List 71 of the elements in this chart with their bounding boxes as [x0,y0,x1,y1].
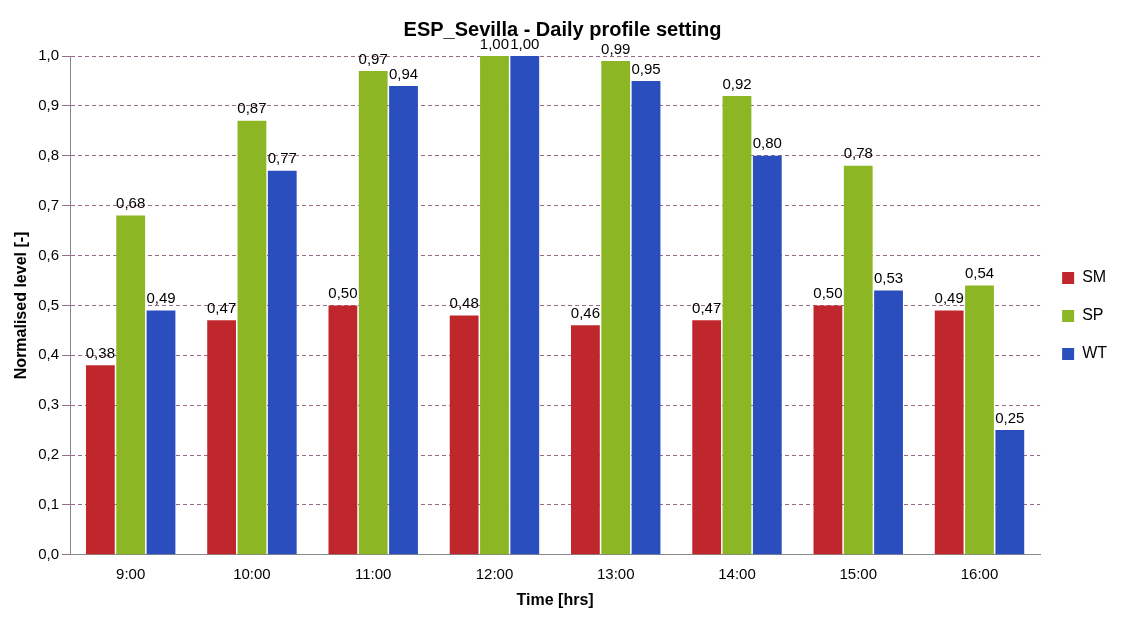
chart-title: ESP_Sevilla - Daily profile setting [403,17,722,40]
bar [328,305,358,555]
bar [571,325,600,555]
data-label: 0,50 [813,284,843,302]
y-tick-label: 0,1 [38,495,60,513]
data-label: 0,80 [752,134,782,152]
y-tick-label: 0,8 [38,145,60,163]
x-tick-label: 11:00 [354,564,392,582]
bar [146,310,176,555]
bar [358,70,388,555]
bar [995,430,1025,555]
legend-label: SM [1082,268,1107,286]
data-label: 0,92 [722,74,752,92]
y-tick-label: 0,2 [38,445,60,463]
bar [692,320,722,555]
y-tick-label: 0,6 [38,245,60,263]
y-tick-label: 0,4 [38,345,60,363]
data-label: 0,87 [237,99,267,117]
data-label: 0,25 [995,408,1025,426]
bar [965,285,994,555]
y-tick-label: 0,0 [38,544,60,562]
bar [449,315,479,555]
bar [510,56,540,555]
y-tick-label: 1,0 [38,46,60,64]
legend-label: SP [1082,306,1104,324]
data-label: 0,53 [873,269,904,287]
data-label: 0,68 [116,194,146,212]
data-label: 0,47 [207,299,237,316]
y-tick-label: 0,9 [38,96,60,114]
data-label: 0,38 [85,343,115,361]
y-axis-title: Normalised level [-] [12,231,30,380]
data-label: 0,78 [843,144,873,162]
bar [601,60,631,555]
y-tick-label: 0,7 [38,195,60,213]
x-tick-label: 12:00 [475,564,514,582]
data-label: 0,97 [358,49,388,67]
x-tick-label: 9:00 [116,564,146,582]
bar [480,56,509,555]
bar [237,120,267,555]
data-label: 0,46 [570,303,600,321]
bar [267,170,297,555]
bar [843,165,873,555]
bar [116,215,146,555]
bar [874,290,903,555]
bar [207,320,237,555]
y-tick-label: 0,5 [38,295,60,313]
bar [389,85,418,555]
data-label: 0,49 [146,289,176,307]
data-label: 0,94 [388,64,419,82]
x-tick-label: 13:00 [596,564,635,582]
data-label: 0,54 [964,264,995,282]
legend-label: WT [1082,344,1108,362]
bar [85,365,115,555]
data-label: 0,99 [601,39,631,57]
x-axis-title: Time [hrs] [516,590,594,608]
bar [631,80,661,555]
bar [813,305,843,555]
data-label: 0,47 [692,299,722,316]
data-label: 0,49 [934,289,964,307]
x-tick-label: 15:00 [839,564,878,582]
data-label: 0,50 [328,284,358,302]
data-label: 0,77 [267,149,297,167]
data-label: 0,48 [449,294,479,312]
x-tick-label: 14:00 [718,564,756,582]
x-tick-label: 10:00 [233,564,271,582]
bar [934,310,964,555]
y-tick-label: 0,3 [38,395,60,413]
bar [752,155,782,555]
bar [722,95,752,555]
data-label: 0,95 [631,59,661,77]
x-tick-label: 16:00 [960,564,999,582]
